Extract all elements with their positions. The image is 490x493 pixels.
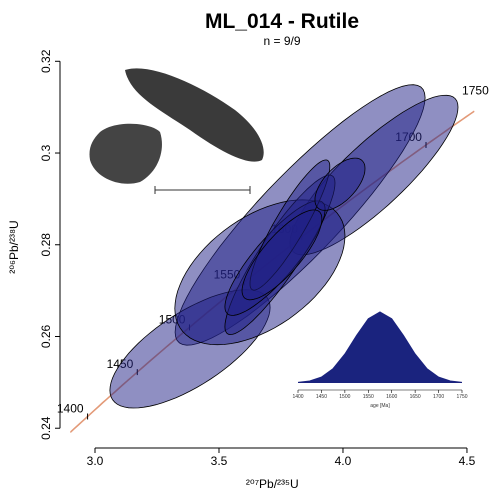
- y-tick-label: 0.28: [39, 233, 53, 257]
- inset-x-tick-label: 1600: [386, 394, 397, 400]
- inset-x-tick-label: 1500: [339, 394, 350, 400]
- inset-x-tick-label: 1700: [433, 394, 444, 400]
- y-axis-label: ²⁰⁶Pb/²³⁸U: [7, 220, 21, 273]
- y-tick-label: 0.26: [39, 324, 53, 348]
- chart-subtitle: n = 9/9: [263, 34, 300, 48]
- inset-x-tick-label: 1750: [456, 394, 467, 400]
- x-axis-label: ²⁰⁷Pb/²³⁵U: [246, 477, 299, 491]
- inset-x-tick-label: 1650: [410, 394, 421, 400]
- y-tick-label: 0.3: [39, 144, 53, 161]
- inset-x-label: age [Ma]: [370, 403, 390, 409]
- error-ellipse: [314, 157, 366, 211]
- grain-photo: [89, 68, 264, 194]
- inset-x-tick-label: 1450: [316, 394, 327, 400]
- x-tick-label: 3.0: [87, 454, 104, 468]
- x-tick-label: 4.5: [459, 454, 476, 468]
- error-ellipse: [241, 209, 323, 301]
- x-tick-label: 4.0: [335, 454, 352, 468]
- density-line: [297, 311, 463, 383]
- inset-x-tick-label: 1550: [363, 394, 374, 400]
- age-label: 1750: [462, 83, 489, 97]
- y-tick-label: 0.24: [39, 416, 53, 440]
- chart-title: ML_014 - Rutile: [205, 10, 359, 33]
- age-label: 1400: [57, 401, 84, 415]
- density-area: [298, 312, 462, 383]
- inset-x-tick-label: 1400: [292, 394, 303, 400]
- y-tick-label: 0.32: [39, 49, 53, 73]
- x-tick-label: 3.5: [211, 454, 228, 468]
